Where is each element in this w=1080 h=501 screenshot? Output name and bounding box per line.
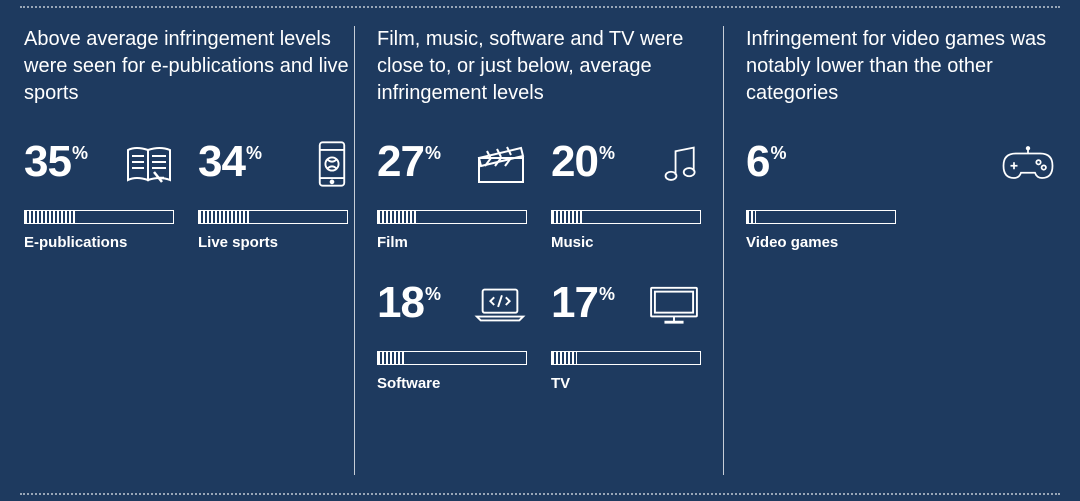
stat-top: 20 % xyxy=(551,140,701,196)
stat-bar-fill xyxy=(552,211,582,223)
stat-unit: % xyxy=(425,144,441,162)
stat-label: TV xyxy=(551,375,701,392)
panel-right-stats: 6 % Video games xyxy=(746,140,1056,251)
panel-left-stats: 35 % E-p xyxy=(24,140,354,251)
stat-pct: 34 % xyxy=(198,140,262,184)
stat-bar xyxy=(198,210,348,224)
stat-pct: 35 % xyxy=(24,140,88,184)
stat-unit: % xyxy=(246,144,262,162)
stat-label: Video games xyxy=(746,234,1056,251)
stat-top: 34 % xyxy=(198,140,348,196)
panel-right-desc: Infringement for video games was notably… xyxy=(746,26,1056,112)
stat-value: 35 xyxy=(24,140,71,184)
panel-mid-desc: Film, music, software and TV were close … xyxy=(377,26,701,112)
stat-pct: 18 % xyxy=(377,281,441,325)
stat-top: 35 % xyxy=(24,140,174,196)
stat-label: Software xyxy=(377,375,527,392)
stat-value: 34 xyxy=(198,140,245,184)
stat-label: Live sports xyxy=(198,234,348,251)
stat-unit: % xyxy=(599,285,615,303)
stat-bar-fill xyxy=(378,352,405,364)
music-note-icon xyxy=(645,140,701,188)
stat-unit: % xyxy=(770,144,786,162)
panel-left: Above average infringement levels were s… xyxy=(24,26,354,475)
stat-music: 20 % Music xyxy=(551,140,701,251)
stat-film: 27 % Film xyxy=(377,140,527,251)
stat-value: 6 xyxy=(746,140,769,184)
panel-mid: Film, music, software and TV were close … xyxy=(354,26,724,475)
stat-bar xyxy=(24,210,174,224)
panel-mid-stats: 27 % Film xyxy=(377,140,701,392)
book-icon xyxy=(118,140,174,188)
panels-container: Above average infringement levels were s… xyxy=(24,26,1056,475)
stat-e-publications: 35 % E-p xyxy=(24,140,174,251)
stat-unit: % xyxy=(599,144,615,162)
stat-bar xyxy=(551,351,701,365)
stat-bar-fill xyxy=(552,352,577,364)
stat-top: 18 % xyxy=(377,281,527,337)
stat-top: 6 % xyxy=(746,140,1056,196)
stat-tv: 17 % TV xyxy=(551,281,701,392)
stat-software: 18 % Software xyxy=(377,281,527,392)
stat-pct: 6 % xyxy=(746,140,787,184)
stat-value: 17 xyxy=(551,281,598,325)
stat-pct: 20 % xyxy=(551,140,615,184)
stat-pct: 27 % xyxy=(377,140,441,184)
panel-right: Infringement for video games was notably… xyxy=(724,26,1056,475)
panel-left-desc: Above average infringement levels were s… xyxy=(24,26,354,112)
bottom-dotted-divider xyxy=(20,493,1060,495)
stat-live-sports: 34 % Liv xyxy=(198,140,348,251)
stat-bar-fill xyxy=(199,211,249,223)
stat-video-games: 6 % Video games xyxy=(746,140,1056,251)
clapper-icon xyxy=(471,140,527,188)
phone-sport-icon xyxy=(292,140,348,188)
stat-label: Film xyxy=(377,234,527,251)
stat-bar-fill xyxy=(25,211,77,223)
tv-icon xyxy=(645,281,701,329)
stat-label: E-publications xyxy=(24,234,174,251)
laptop-code-icon xyxy=(471,281,527,329)
stat-bar xyxy=(377,210,527,224)
stat-value: 27 xyxy=(377,140,424,184)
stat-bar-fill xyxy=(378,211,418,223)
stat-unit: % xyxy=(425,285,441,303)
stat-top: 17 % xyxy=(551,281,701,337)
stat-pct: 17 % xyxy=(551,281,615,325)
gamepad-icon xyxy=(1000,140,1056,188)
stat-label: Music xyxy=(551,234,701,251)
stat-unit: % xyxy=(72,144,88,162)
stat-bar xyxy=(377,351,527,365)
stat-value: 20 xyxy=(551,140,598,184)
stat-bar xyxy=(746,210,896,224)
stat-value: 18 xyxy=(377,281,424,325)
stat-bar xyxy=(551,210,701,224)
stat-top: 27 % xyxy=(377,140,527,196)
top-dotted-divider xyxy=(20,6,1060,8)
stat-bar-fill xyxy=(747,211,756,223)
